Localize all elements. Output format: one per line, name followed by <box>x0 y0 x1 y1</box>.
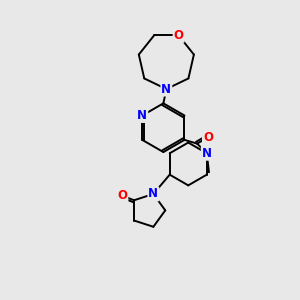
Text: N: N <box>202 147 212 160</box>
Text: N: N <box>137 109 147 122</box>
Text: N: N <box>161 82 171 96</box>
Text: O: O <box>174 29 184 42</box>
Text: O: O <box>203 131 213 144</box>
Text: N: N <box>148 188 158 200</box>
Text: O: O <box>117 189 128 202</box>
